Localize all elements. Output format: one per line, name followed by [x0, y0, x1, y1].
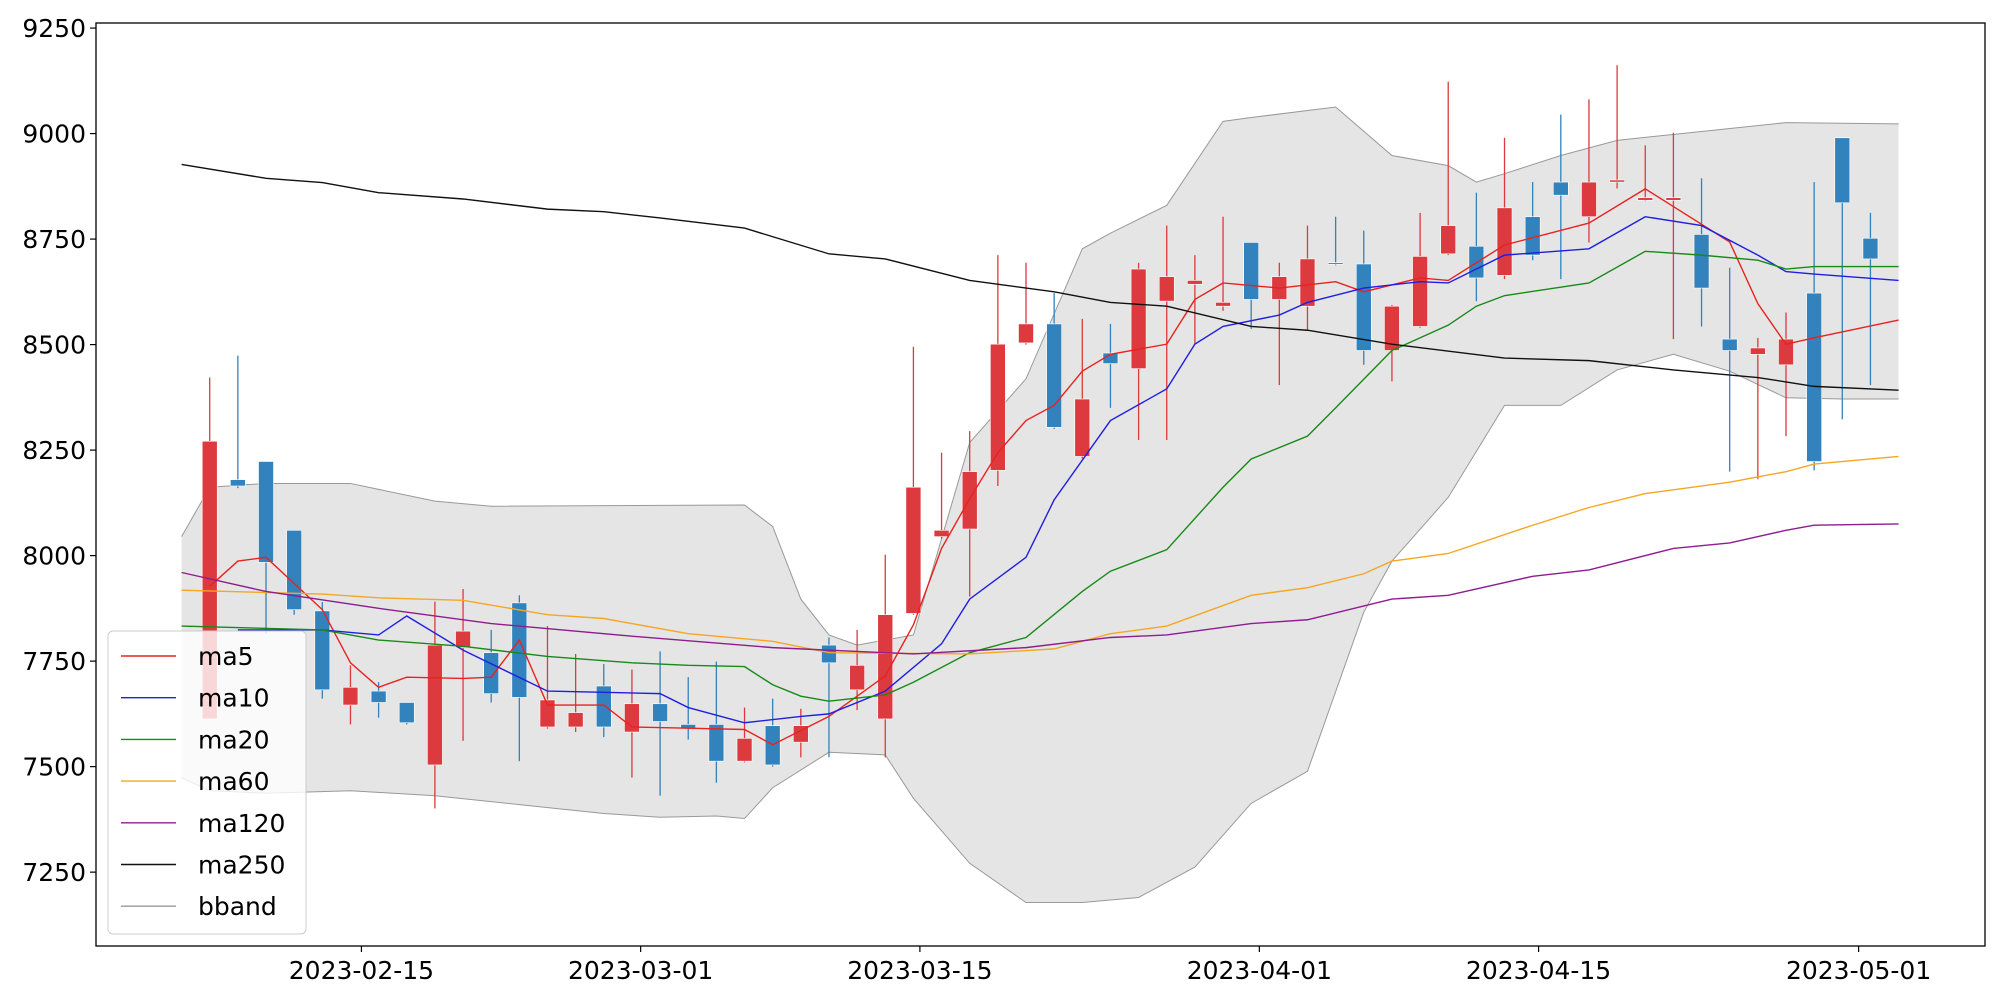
moving-average-line	[181, 455, 1899, 655]
bollinger-band-edge	[181, 353, 1899, 904]
candle-body	[427, 644, 443, 766]
candle-body	[961, 471, 978, 530]
x-tick-label: 2023-02-15	[289, 956, 434, 985]
moving-average-line	[181, 163, 1899, 391]
y-tick-label: 9000	[22, 120, 86, 149]
candle-body	[624, 703, 640, 733]
candle-body	[483, 652, 499, 694]
candle-body	[1637, 197, 1654, 201]
legend-label: ma5	[198, 642, 254, 671]
axes-frame	[95, 22, 1986, 947]
candle-body	[1327, 262, 1344, 265]
candle-body	[1750, 347, 1766, 355]
moving-average-line	[237, 215, 1899, 724]
candle-body	[258, 461, 274, 563]
candle-body	[1609, 179, 1625, 183]
candle-body	[1778, 338, 1794, 366]
x-tick-label: 2023-03-15	[847, 956, 992, 985]
legend-label: ma250	[198, 851, 285, 880]
candle-body	[595, 685, 612, 728]
candle-body	[1721, 338, 1738, 351]
candle-body	[314, 610, 331, 691]
candle-body	[990, 343, 1006, 471]
axes: 7250 7500 7750 8000 8250 8500 8750 9000 9250 2023…	[22, 14, 1986, 985]
legend-label: ma60	[198, 767, 269, 796]
candle-body	[567, 712, 584, 728]
candle-body	[1018, 323, 1034, 344]
legend-label: bband	[198, 892, 277, 921]
candle-body	[398, 702, 415, 724]
candle-body	[455, 630, 471, 648]
legend-box	[107, 630, 307, 935]
candle-body	[370, 690, 387, 703]
y-tick-label: 8750	[22, 225, 86, 254]
plot-area	[181, 65, 1899, 904]
x-tick-label: 2023-03-01	[568, 956, 713, 985]
candle-body	[708, 724, 725, 762]
candle-body	[1665, 197, 1682, 201]
candle-body	[736, 738, 753, 762]
legend-label: ma10	[198, 684, 269, 713]
candle-body	[1243, 242, 1259, 300]
candle-body	[1158, 276, 1175, 302]
candle-body	[1187, 280, 1203, 285]
candle-body	[1496, 207, 1513, 276]
legend-label: ma20	[198, 725, 269, 754]
candle-body	[286, 529, 302, 610]
candle-body	[342, 686, 359, 706]
candle-body	[230, 479, 246, 487]
candle-body	[1355, 263, 1372, 351]
y-tick-label: 8250	[22, 436, 86, 465]
candle-body	[1693, 234, 1710, 289]
x-tick-label: 2023-04-15	[1466, 956, 1611, 985]
candle-body	[1046, 323, 1062, 428]
candle-body	[652, 703, 668, 722]
y-tick-label: 8000	[22, 542, 86, 571]
candle-body	[1862, 237, 1879, 260]
candle-body	[1553, 181, 1569, 196]
candle-body	[1299, 258, 1316, 307]
candle-body	[1412, 256, 1428, 327]
y-tick-label: 7750	[22, 647, 86, 676]
y-tick-label: 7500	[22, 753, 86, 782]
legend-label: ma120	[198, 809, 285, 838]
y-tick-label: 7250	[22, 858, 86, 887]
candle-body	[821, 644, 837, 664]
moving-average-line	[181, 250, 1899, 702]
candle-body	[539, 699, 556, 728]
legend: ma5 ma10 ma20 ma60 ma120 ma250 bband	[107, 630, 307, 935]
candle-body	[933, 529, 950, 537]
candle-body	[849, 665, 865, 691]
candle-body	[1440, 225, 1457, 255]
candle-body	[1215, 302, 1231, 307]
candle-body	[1834, 137, 1851, 204]
candle-body	[1806, 292, 1822, 462]
candle-body	[511, 602, 528, 698]
moving-average-line	[181, 523, 1899, 655]
candle-body	[905, 486, 922, 614]
candle-body	[1581, 181, 1597, 218]
moving-average-line	[209, 188, 1899, 746]
y-tick-label: 9250	[22, 14, 86, 43]
candle-body	[1074, 398, 1091, 457]
x-tick-label: 2023-04-01	[1187, 956, 1332, 985]
candle-body	[1130, 268, 1147, 369]
y-tick-label: 8500	[22, 331, 86, 360]
x-tick-label: 2023-05-01	[1786, 956, 1931, 985]
bollinger-band-edge	[181, 106, 1899, 646]
